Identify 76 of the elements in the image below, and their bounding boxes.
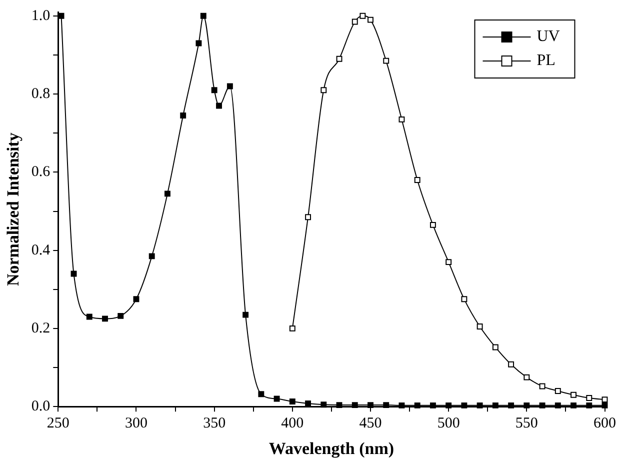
point xyxy=(476,324,483,330)
point xyxy=(586,395,592,401)
y-tick-label: 0.2 xyxy=(31,320,50,336)
y-tick-label: 1.0 xyxy=(31,8,50,24)
y-tick-label: 0.0 xyxy=(31,398,50,415)
point xyxy=(242,312,249,318)
y-tick-label: 0.6 xyxy=(31,164,51,180)
x-tick-label: 600 xyxy=(594,416,616,432)
point xyxy=(461,402,468,408)
point xyxy=(446,259,452,266)
point xyxy=(524,374,530,380)
point xyxy=(118,312,124,319)
x-axis-title: Wavelength (nm) xyxy=(268,439,394,458)
point xyxy=(200,12,206,19)
point xyxy=(508,402,514,408)
point xyxy=(211,87,218,94)
point xyxy=(289,325,296,332)
y-tick-label: 0.8 xyxy=(31,86,50,102)
point xyxy=(524,402,530,408)
point xyxy=(414,177,420,183)
x-tick-label: 550 xyxy=(515,416,538,432)
point xyxy=(360,12,366,19)
point xyxy=(352,402,358,408)
point xyxy=(148,253,155,260)
point xyxy=(508,361,514,368)
point xyxy=(554,388,561,394)
point xyxy=(586,402,592,408)
point xyxy=(446,402,452,408)
point xyxy=(102,316,108,322)
y-tick-label: 0.4 xyxy=(31,242,51,258)
point xyxy=(164,190,170,197)
point xyxy=(461,296,468,302)
y-axis-title: Normalized Intensity xyxy=(4,132,23,286)
point xyxy=(570,392,576,398)
point xyxy=(86,314,92,320)
point xyxy=(383,402,390,408)
point xyxy=(414,402,420,408)
point xyxy=(133,296,140,302)
point xyxy=(305,214,311,220)
point xyxy=(274,396,280,402)
point xyxy=(320,402,327,408)
point xyxy=(226,83,233,90)
point xyxy=(539,402,546,408)
point xyxy=(336,402,342,408)
point xyxy=(336,56,342,62)
point xyxy=(289,398,296,404)
x-tick-label: 400 xyxy=(281,416,304,432)
x-tick-label: 300 xyxy=(124,416,148,432)
point xyxy=(398,116,405,122)
point xyxy=(368,402,374,408)
legend-label: PL xyxy=(536,52,556,70)
point xyxy=(383,58,390,64)
point xyxy=(368,16,374,23)
point xyxy=(430,402,436,408)
point xyxy=(430,222,436,228)
point xyxy=(539,383,546,390)
x-tick-label: 250 xyxy=(46,416,70,432)
point xyxy=(476,402,483,408)
point xyxy=(196,40,202,46)
point xyxy=(398,402,405,408)
point xyxy=(492,344,498,350)
point xyxy=(320,87,327,94)
point xyxy=(258,391,264,398)
point xyxy=(352,18,358,25)
point xyxy=(602,402,608,408)
point xyxy=(180,112,186,119)
x-tick-label: 350 xyxy=(203,416,226,432)
point xyxy=(216,102,222,109)
point xyxy=(570,402,576,408)
point xyxy=(602,396,608,403)
x-tick-label: 450 xyxy=(359,416,382,432)
point xyxy=(305,400,311,406)
point xyxy=(492,402,498,408)
legend-label: UV xyxy=(536,28,560,46)
point xyxy=(554,402,561,408)
x-tick-label: 500 xyxy=(437,416,460,432)
